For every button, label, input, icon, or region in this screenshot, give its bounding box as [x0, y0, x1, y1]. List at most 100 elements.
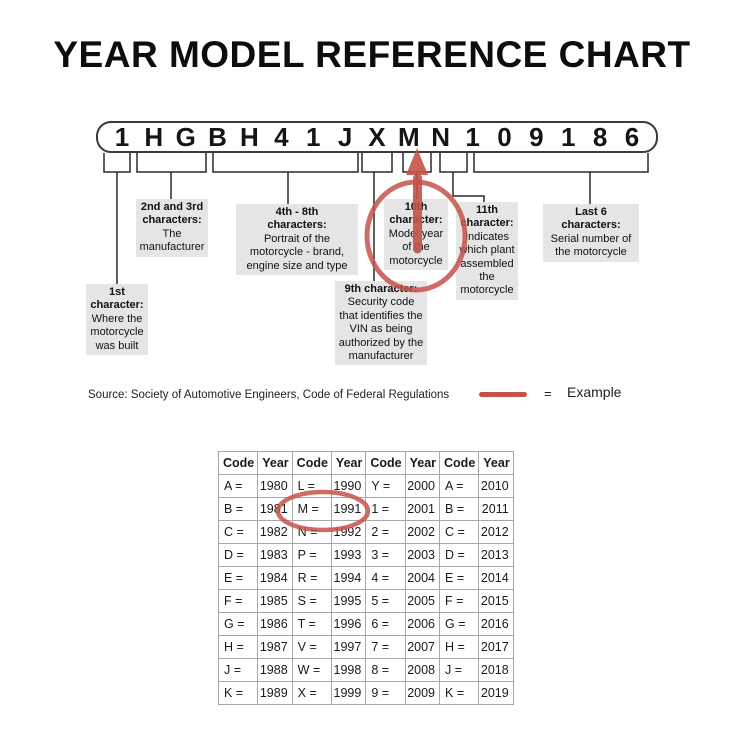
callout-body: Serial number of the motorcycle: [550, 232, 632, 259]
callout-title: Last 6 characters:: [561, 206, 621, 232]
table-cell: 2004: [404, 566, 441, 590]
table-row: F = 1985 S = 1995 5 = 2005 F = 2015: [217, 589, 514, 613]
table-cell: X =: [291, 681, 332, 705]
table-cell: 1985: [257, 589, 293, 613]
table-cell: 7 =: [365, 635, 406, 659]
table-cell: H =: [439, 635, 480, 659]
table-row: C = 1982 N = 1992 2 = 2002 C = 2012: [217, 520, 514, 544]
table-column-header: Code: [439, 451, 480, 475]
table-cell: C =: [217, 520, 259, 544]
table-cell: 2007: [404, 635, 441, 659]
table-cell: L =: [291, 474, 332, 498]
example-legend-equals: =: [544, 386, 552, 401]
table-cell: F =: [439, 589, 480, 613]
vin-character: H: [144, 122, 164, 152]
table-cell: R =: [291, 566, 332, 590]
table-cell: 1996: [330, 612, 367, 636]
vin-character: B: [208, 122, 227, 152]
vin-character: G: [175, 122, 196, 152]
table-cell: S =: [291, 589, 332, 613]
vin-character: N: [431, 122, 451, 152]
table-cell: E =: [439, 566, 480, 590]
table-cell: 2009: [404, 681, 441, 705]
table-cell: K =: [439, 681, 480, 705]
table-row: D = 1983 P = 1993 3 = 2003 D = 2013: [217, 543, 514, 567]
table-row: J = 1988 W = 1998 8 = 2008 J = 2018: [217, 658, 514, 682]
table-column-header: Year: [330, 451, 367, 475]
callout-2nd-3rd-characters: 2nd and 3rd characters: The manufacturer: [136, 199, 208, 257]
table-cell: D =: [439, 543, 480, 567]
callout-title: 4th - 8th characters:: [267, 206, 327, 232]
vin-character: M: [397, 122, 420, 152]
table-cell: H =: [217, 635, 259, 659]
year-code-table: Code Year Code Year Code Year Code Year A = 1980…: [217, 451, 514, 705]
callout-title: 11th character:: [460, 204, 514, 230]
vin-character: 1: [465, 122, 480, 152]
table-cell: C =: [439, 520, 480, 544]
table-cell: 2019: [478, 681, 514, 705]
table-cell: 2018: [478, 658, 514, 682]
table-cell: 2003: [404, 543, 441, 567]
table-column-header: Code: [217, 451, 259, 475]
table-cell: 1984: [257, 566, 293, 590]
table-row: A = 1980 L = 1990 Y = 2000 A = 2010: [217, 474, 514, 498]
table-cell: B =: [217, 497, 259, 521]
table-cell: G =: [217, 612, 259, 636]
vin-character: 8: [592, 122, 608, 152]
table-cell: 1989: [257, 681, 293, 705]
table-cell: 1983: [257, 543, 293, 567]
table-cell: 1999: [330, 681, 367, 705]
vin-character: H: [240, 122, 259, 152]
table-cell: 1991: [330, 497, 367, 521]
callout-last-6-characters: Last 6 characters: Serial number of the …: [543, 204, 639, 262]
table-cell: 1997: [330, 635, 367, 659]
callout-1st-character: 1st character: Where the motorcycle was …: [86, 284, 148, 356]
table-cell: P =: [291, 543, 332, 567]
table-cell: 2010: [478, 474, 514, 498]
table-cell: E =: [217, 566, 259, 590]
table-cell: Y =: [365, 474, 406, 498]
table-header-row: Code Year Code Year Code Year Code Year: [217, 451, 514, 475]
table-cell: 1990: [330, 474, 367, 498]
vin-character: 0: [497, 122, 512, 152]
table-cell: 2012: [478, 520, 514, 544]
year-code-table-body: A = 1980 L = 1990 Y = 2000 A = 2010 B = 1981 M = 19…: [217, 474, 514, 705]
table-cell: A =: [217, 474, 259, 498]
table-cell: 1993: [330, 543, 367, 567]
table-cell: 2011: [478, 497, 514, 521]
table-cell: G =: [439, 612, 480, 636]
vin-character: 1: [305, 122, 321, 152]
table-cell: 8 =: [365, 658, 406, 682]
callout-11th-character: 11th character: Indicates which plant as…: [456, 202, 518, 300]
table-cell: 2 =: [365, 520, 406, 544]
table-cell: 9 =: [365, 681, 406, 705]
table-row: K = 1989 X = 1999 9 = 2009 K = 2019: [217, 681, 514, 705]
table-cell: 1995: [330, 589, 367, 613]
table-cell: 1980: [257, 474, 293, 498]
table-row: E = 1984 R = 1994 4 = 2004 E = 2014: [217, 566, 514, 590]
vin-character: 9: [529, 122, 544, 152]
table-cell: 1998: [330, 658, 367, 682]
table-cell: K =: [217, 681, 259, 705]
table-cell: 2013: [478, 543, 514, 567]
table-cell: D =: [217, 543, 259, 567]
callout-title: 9th character:: [344, 283, 418, 295]
callout-body: Indicates which plant assembled the moto…: [459, 230, 515, 297]
table-cell: J =: [217, 658, 259, 682]
table-cell: 3 =: [365, 543, 406, 567]
page-title: YEAR MODEL REFERENCE CHART: [53, 34, 691, 75]
callout-body: Security code that identifies the VIN as…: [338, 296, 424, 363]
table-cell: 2014: [478, 566, 514, 590]
table-column-header: Year: [257, 451, 293, 475]
callout-body: Where the motorcycle was built: [90, 312, 144, 352]
table-cell: B =: [439, 497, 480, 521]
table-cell: 5 =: [365, 589, 406, 613]
table-cell: F =: [217, 589, 259, 613]
example-legend-label: Example: [567, 384, 622, 400]
table-cell: 2015: [478, 589, 514, 613]
callout-body: Model year of the motorcycle: [388, 227, 444, 267]
table-cell: 4 =: [365, 566, 406, 590]
callout-title: 10th character:: [389, 201, 443, 227]
table-cell: 1987: [257, 635, 293, 659]
